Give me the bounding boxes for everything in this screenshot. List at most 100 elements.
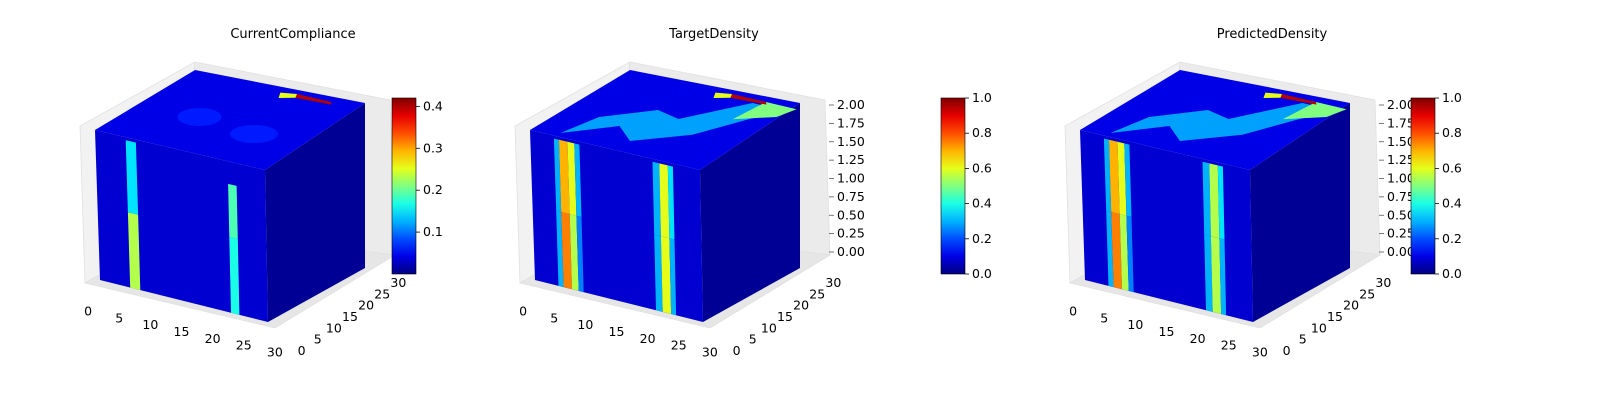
y-tick-label: 20 [358, 298, 374, 313]
front-stripe [1119, 214, 1129, 291]
y-tick-label: 10 [1311, 320, 1327, 335]
colorbar-tick-label: 0.0 [972, 266, 992, 281]
chart-title: CurrentCompliance [230, 27, 355, 42]
top-hotspot-edge [1263, 92, 1282, 98]
front-stripe [659, 163, 670, 239]
colorbar-tick-label: 0.2 [1442, 231, 1462, 246]
colorbar-tick-label: 0.2 [972, 231, 992, 246]
front-stripe [652, 161, 661, 237]
z-tick-label: 0.75 [837, 189, 865, 204]
x-tick-label: 20 [1190, 331, 1206, 346]
front-stripe [1109, 139, 1120, 214]
colorbar-tick-label: 0.4 [423, 98, 443, 113]
z-tick-label: 0.00 [837, 244, 865, 259]
z-tick-label: 0.00 [1387, 244, 1415, 259]
colorbar [1410, 97, 1436, 275]
chart-title: TargetDensity [668, 27, 759, 42]
y-tick-label: 5 [749, 332, 757, 347]
z-tick-label: 0.25 [1387, 226, 1415, 241]
front-stripe [1117, 141, 1127, 216]
z-tick-label: 0.50 [1387, 207, 1415, 222]
top-pattern [230, 125, 278, 143]
z-tick-label: 1.00 [1387, 171, 1415, 186]
colorbar-tick-label: 0.2 [423, 182, 443, 197]
z-tick-label: 2.00 [1387, 97, 1415, 112]
y-tick-label: 5 [314, 332, 322, 347]
front-stripe [1202, 161, 1211, 237]
cube-right-face [700, 103, 800, 322]
colorbar-tick-label: 0.0 [1442, 266, 1462, 281]
front-stripe [576, 215, 584, 293]
x-tick-label: 30 [267, 344, 283, 359]
x-tick-label: 10 [1127, 317, 1143, 332]
top-pattern [177, 108, 222, 126]
x-tick-label: 10 [577, 317, 593, 332]
front-stripe [1103, 138, 1112, 212]
colorbar-tick-label: 0.8 [1442, 125, 1462, 140]
colorbar-tick-label: 0.8 [972, 125, 992, 140]
colorbar-tick-label: 1.0 [972, 90, 992, 105]
x-tick-label: 15 [1159, 324, 1175, 339]
front-stripe [1124, 143, 1132, 217]
front-stripe [127, 212, 141, 291]
front-stripe [567, 141, 577, 216]
front-stripe [1210, 236, 1222, 314]
front-stripe [569, 214, 579, 291]
x-tick-label: 0 [1069, 304, 1077, 319]
colorbar-tick-label: 1.0 [1442, 90, 1462, 105]
y-tick-label: 15 [1327, 309, 1343, 324]
x-tick-label: 15 [174, 324, 190, 339]
z-tick-label: 0.25 [837, 226, 865, 241]
colorbar-tick-label: 0.6 [1442, 160, 1462, 175]
y-tick-label: 15 [777, 309, 793, 324]
z-tick-label: 1.75 [837, 115, 865, 130]
z-tick-label: 1.50 [1387, 134, 1415, 149]
top-hotspot [295, 94, 332, 105]
z-tick-label: 0.75 [1387, 189, 1415, 204]
y-tick-label: 10 [761, 320, 777, 335]
front-stripe [667, 165, 675, 240]
front-stripe [228, 183, 238, 239]
x-tick-label: 30 [702, 344, 718, 359]
top-pattern-bright [1282, 102, 1347, 120]
colorbar-tick-label: 0.1 [423, 224, 443, 239]
x-tick-label: 10 [142, 317, 158, 332]
z-tick-label: 1.25 [837, 152, 865, 167]
y-tick-label: 20 [793, 298, 809, 313]
front-stripe [1126, 215, 1134, 293]
y-tick-label: 0 [733, 343, 741, 358]
front-stripe [1209, 163, 1220, 239]
z-tick-label: 1.25 [1387, 152, 1415, 167]
y-tick-label: 25 [1359, 286, 1375, 301]
x-tick-label: 20 [205, 331, 221, 346]
colorbar [940, 97, 966, 275]
front-stripe [669, 238, 677, 316]
y-tick-label: 30 [1375, 275, 1391, 290]
x-tick-label: 25 [236, 338, 252, 353]
front-stripe [1106, 210, 1114, 288]
z-tick-label: 1.00 [837, 171, 865, 186]
x-tick-label: 5 [550, 310, 558, 325]
front-stripe [553, 138, 562, 212]
z-tick-label: 1.75 [1387, 115, 1415, 130]
x-tick-label: 0 [84, 304, 92, 319]
front-stripe [556, 210, 564, 288]
cube-right-face [265, 103, 365, 322]
y-tick-label: 20 [1343, 298, 1359, 313]
colorbar [391, 97, 417, 275]
colorbar-tick-label: 0.3 [423, 140, 443, 155]
colorbar-tick-label: 0.6 [972, 160, 992, 175]
y-tick-label: 10 [326, 320, 342, 335]
top-pattern-bright [732, 102, 797, 120]
top-hotspot-edge [713, 92, 732, 98]
y-tick-label: 5 [1299, 332, 1307, 347]
x-tick-label: 5 [115, 310, 123, 325]
top-pattern [1110, 103, 1337, 141]
front-stripe [559, 139, 570, 214]
y-tick-label: 30 [825, 275, 841, 290]
x-tick-label: 30 [1252, 344, 1268, 359]
front-stripe [574, 143, 582, 217]
